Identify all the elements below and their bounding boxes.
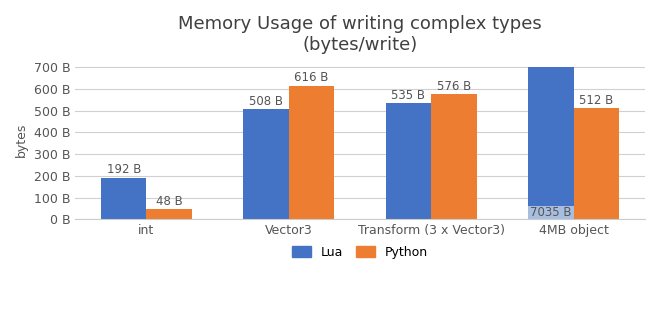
Bar [147,209,192,219]
Text: 192 B: 192 B [106,163,141,176]
Bar [101,178,147,219]
Bar [385,103,431,219]
Text: 576 B: 576 B [437,80,471,93]
Text: 48 B: 48 B [156,194,183,207]
Bar [528,67,574,219]
Text: 508 B: 508 B [249,95,283,108]
Title: Memory Usage of writing complex types
(bytes/write): Memory Usage of writing complex types (b… [178,15,542,54]
Bar [431,94,477,219]
Text: 512 B: 512 B [579,94,613,107]
Text: 616 B: 616 B [294,71,329,84]
Bar [289,86,335,219]
Y-axis label: bytes: bytes [15,123,28,157]
Text: 7035 B: 7035 B [530,206,572,219]
Bar [528,206,574,219]
Bar [244,109,289,219]
Bar [574,108,619,219]
Text: 535 B: 535 B [391,89,426,102]
Legend: Lua, Python: Lua, Python [287,241,433,264]
